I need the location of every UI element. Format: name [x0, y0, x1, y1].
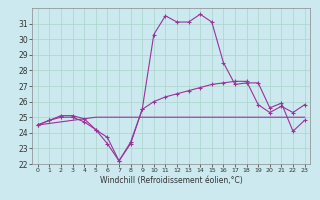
X-axis label: Windchill (Refroidissement éolien,°C): Windchill (Refroidissement éolien,°C) — [100, 176, 243, 185]
